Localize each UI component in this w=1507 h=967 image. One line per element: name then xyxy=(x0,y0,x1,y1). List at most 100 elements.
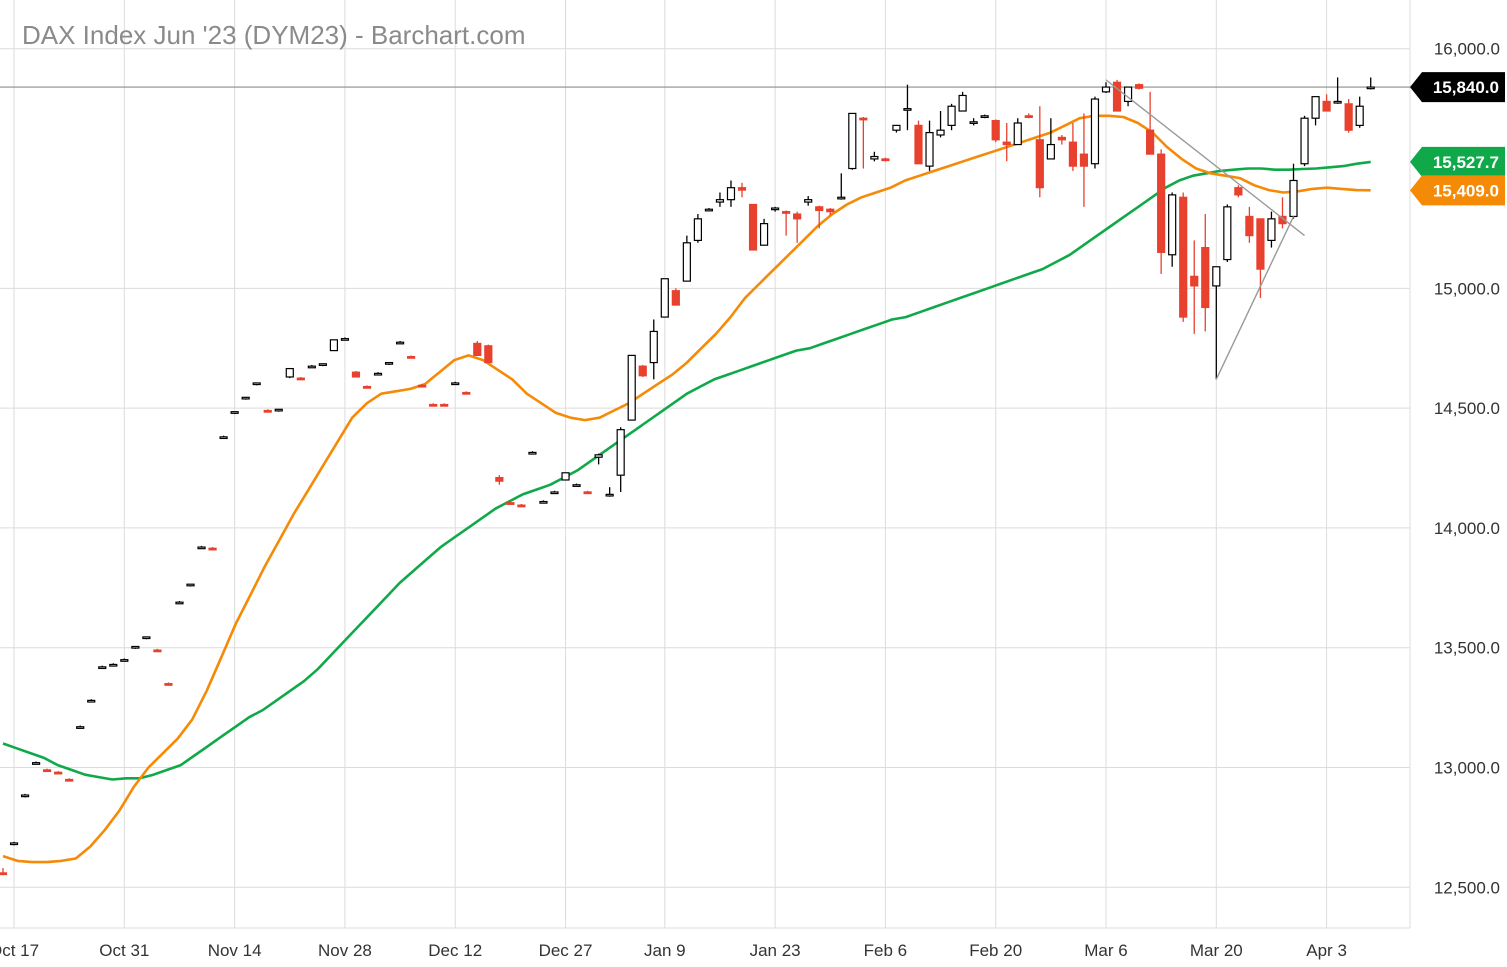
candle-body xyxy=(241,396,250,400)
moving-averages xyxy=(2,114,1371,864)
candle-body xyxy=(131,645,140,649)
candle-body xyxy=(1057,136,1066,141)
candle-body xyxy=(826,208,835,213)
candle-body xyxy=(274,408,283,412)
candle-body xyxy=(263,409,272,413)
candles xyxy=(0,77,1375,876)
candle-body xyxy=(208,547,217,551)
candle-body xyxy=(704,208,714,212)
candle-body xyxy=(947,105,956,126)
candle-body xyxy=(859,117,868,121)
candle-body xyxy=(407,355,416,359)
candle-body xyxy=(252,382,261,386)
candle-body xyxy=(506,502,515,505)
candle-body xyxy=(881,158,890,162)
candle-body xyxy=(142,636,151,640)
candle-body xyxy=(1157,153,1166,253)
candle-body xyxy=(1068,141,1078,167)
candle-body xyxy=(1190,275,1199,287)
candle-body xyxy=(20,794,30,798)
y-tick-label: 16,000.0 xyxy=(1434,40,1500,59)
candle-body xyxy=(54,771,63,775)
candle-body xyxy=(1366,86,1375,90)
candle-body xyxy=(9,842,19,846)
candle-body xyxy=(1256,218,1265,270)
candle-body xyxy=(914,124,923,165)
candle-body xyxy=(1278,215,1287,225)
candle-body xyxy=(1344,103,1353,131)
ma-long-badge: 15,527.7 xyxy=(1410,146,1505,177)
candle-body xyxy=(329,339,338,352)
candle-body xyxy=(109,663,118,667)
candle-body xyxy=(550,491,559,495)
candle-body xyxy=(605,493,614,497)
candle-body xyxy=(848,112,857,170)
candle-body xyxy=(76,726,85,729)
candle-body xyxy=(373,372,383,376)
candle-body xyxy=(1134,84,1144,89)
x-tick-label: Feb 6 xyxy=(864,941,907,960)
last-price-badge-shape xyxy=(1410,72,1505,103)
candle-body xyxy=(451,382,460,386)
candle-body xyxy=(1201,246,1210,309)
chart-title: DAX Index Jun '23 (DYM23) - Barchart.com xyxy=(22,20,525,50)
last-price-badge: 15,840.0 xyxy=(1410,72,1505,103)
candle-body xyxy=(870,155,879,160)
candle-body xyxy=(296,377,305,381)
candle-body xyxy=(395,341,405,345)
candle-body xyxy=(120,659,129,662)
candle-body xyxy=(804,199,813,203)
x-tick-label: Feb 20 xyxy=(969,941,1022,960)
candle-body xyxy=(351,371,361,378)
axes: 16,000.0 15,000.0 14,500.0 14,000.0 13,500.0… xyxy=(0,40,1500,960)
candle-body xyxy=(285,367,294,378)
ma-short-badge: 15,409.0 xyxy=(1410,175,1505,206)
ma-line-long xyxy=(2,160,1371,781)
ma-line-short xyxy=(2,114,1371,864)
candle-body xyxy=(1024,115,1033,119)
candle-body xyxy=(440,403,449,407)
candle-body xyxy=(726,187,736,201)
candle-body xyxy=(219,436,228,440)
candle-body xyxy=(1300,117,1309,165)
price-badges: 15,840.0 15,527.7 15,409.0 xyxy=(1410,72,1505,206)
candle-body xyxy=(1112,81,1122,112)
trendline xyxy=(1105,79,1305,237)
candle-body xyxy=(98,666,107,670)
candle-body xyxy=(197,546,206,550)
y-tick-label: 13,000.0 xyxy=(1434,758,1500,777)
candle-body xyxy=(1168,194,1177,256)
x-tick-label: Nov 14 xyxy=(208,941,262,960)
candle-body xyxy=(616,429,625,476)
x-tick-label: Jan 9 xyxy=(644,941,686,960)
candle-body xyxy=(340,338,350,341)
candle-body xyxy=(1101,86,1111,93)
ma-long-badge-shape xyxy=(1410,146,1505,177)
candle-body xyxy=(484,345,493,364)
grid xyxy=(0,0,1411,929)
candle-body xyxy=(1179,196,1188,318)
candle-body xyxy=(671,290,680,306)
candle-body xyxy=(153,649,162,653)
candle-body xyxy=(1079,153,1089,167)
x-tick-label: Dec 12 xyxy=(428,941,482,960)
candle-body xyxy=(1013,122,1022,146)
y-tick-label: 15,000.0 xyxy=(1434,279,1500,298)
candle-body xyxy=(572,484,581,487)
candle-body xyxy=(462,391,471,395)
candle-body xyxy=(1046,143,1055,160)
x-tick-label: Nov 28 xyxy=(318,941,372,960)
candle-body xyxy=(1245,215,1254,237)
ma-short-badge-shape xyxy=(1410,175,1505,206)
candle-body xyxy=(759,223,769,246)
candle-body xyxy=(715,199,725,203)
candle-body xyxy=(748,203,758,251)
candle-body xyxy=(1355,105,1364,126)
ma-short-badge-text: 15,409.0 xyxy=(1433,181,1499,200)
candle-body xyxy=(925,131,934,167)
candle-body xyxy=(1234,187,1243,196)
candle-body xyxy=(495,476,504,482)
candle-body xyxy=(362,385,372,389)
x-tick-label: Apr 3 xyxy=(1306,941,1347,960)
x-tick-label: Mar 20 xyxy=(1190,941,1243,960)
